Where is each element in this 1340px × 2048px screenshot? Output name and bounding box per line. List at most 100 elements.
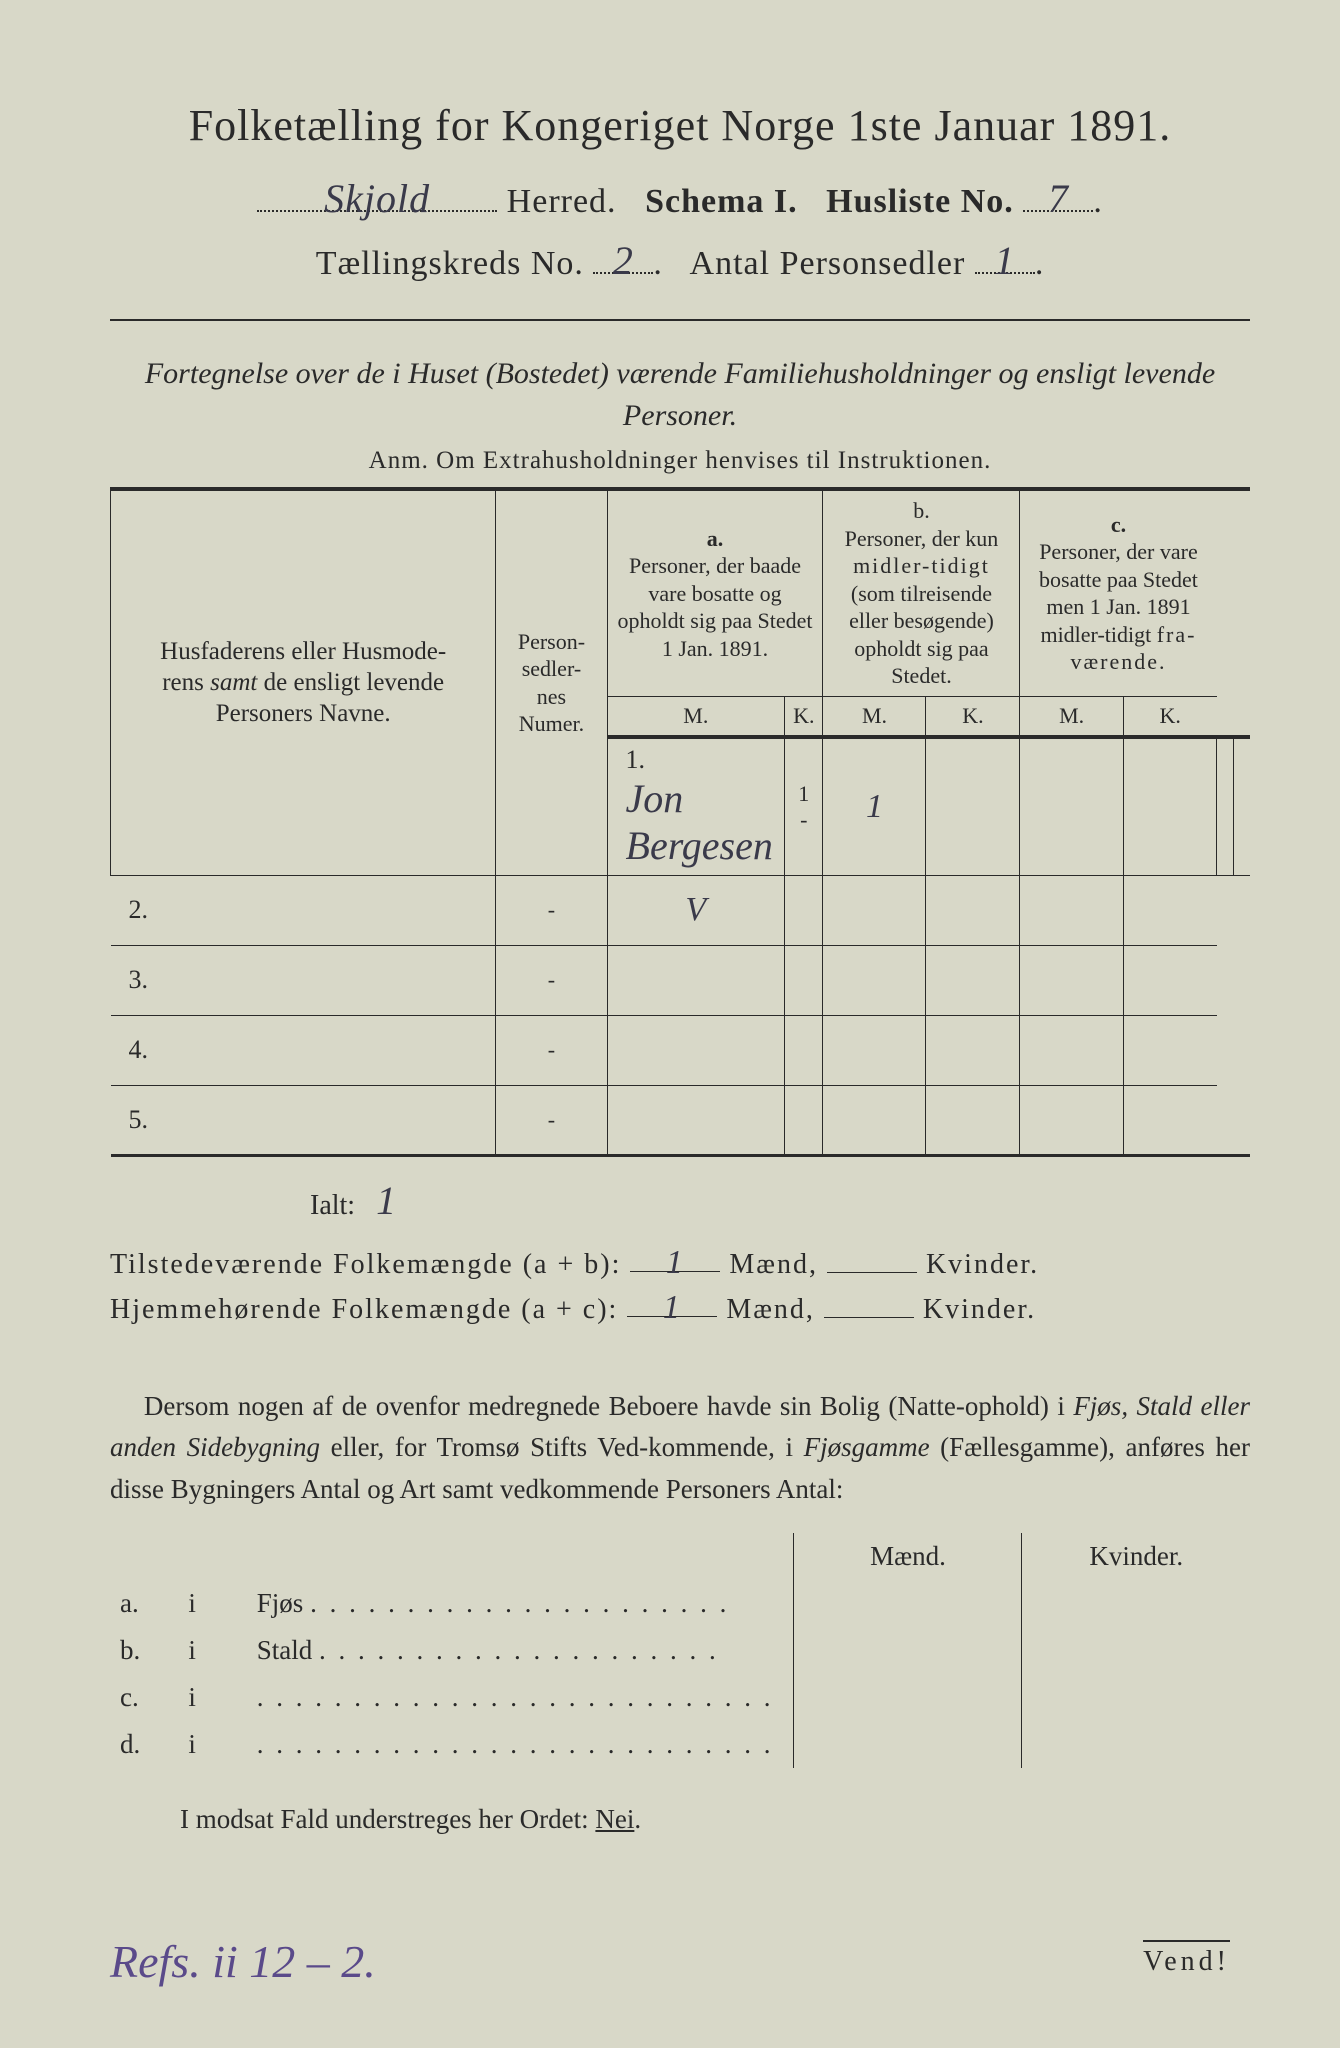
header-line-2: Skjold Herred. Schema I. Husliste No. 7. [110,175,1250,221]
row-2-ak [785,875,823,945]
row-5-ck [1123,1085,1216,1155]
col-a-bold: a. [707,526,724,551]
row-1-bm [1020,737,1123,876]
sum-line-2: Hjemmehørende Folkemængde (a + c): 1 Mæn… [110,1289,1250,1326]
col-c-bold: c. [1111,512,1126,537]
row-2-am: V [607,875,785,945]
maend-label-2: Mænd, [726,1294,815,1325]
row-1-name: 1. Jon Bergesen [607,737,785,876]
side-a-m [794,1580,1022,1627]
header-line-3: Tællingskreds No. 2. Antal Personsedler … [110,237,1250,283]
row-5-bm [823,1085,926,1155]
row-3-am [607,945,785,1015]
mk-c-k: K. [1123,696,1216,737]
col-names-header: Husfaderens eller Husmode-rens samt de e… [111,489,496,875]
row-1-am: 1 [823,737,926,876]
husliste-field: 7 [1023,175,1093,212]
divider [110,319,1250,321]
col-num-header: Person-sedler-nesNumer. [496,489,607,875]
side-table: Mænd. Kvinder. a. i Fjøs . . . . . . . .… [110,1533,1250,1768]
schema-label: Schema I. [645,183,798,220]
row-2-psn: - [496,875,607,945]
row-4-ck [1123,1015,1216,1085]
side-a-i: i [178,1580,246,1627]
side-row-b: b. i Stald . . . . . . . . . . . . . . .… [110,1627,1250,1674]
row-3-name: 3. [111,945,496,1015]
row-num: 2. [129,895,149,924]
dots-icon: . . . . . . . . . . . . . . . . . . . . … [257,1682,774,1712]
col-c-label: c. Personer, der vare bosatte paa Stedet… [1020,489,1217,696]
row-4-cm [1020,1015,1123,1085]
side-a-l: a. [110,1580,178,1627]
dots-icon: . . . . . . . . . . . . . . . . . . . . … [319,1635,719,1665]
row-2-ck [1123,875,1216,945]
table-row: 3. - [111,945,1251,1015]
herred-handwritten: Skjold [324,175,430,222]
row-5-am [607,1085,785,1155]
cell-hw: 1 [866,788,883,825]
row-num: 4. [129,1035,149,1064]
ialt-label: Ialt: [310,1190,355,1221]
row-4-psn: - [496,1015,607,1085]
antal-field: 1 [975,237,1035,274]
row-5-ak [785,1085,823,1155]
sum2-k-field [824,1290,914,1318]
mk-b-k: K. [926,696,1020,737]
col-a-label: a. Personer, der baade vare bosatte og o… [607,489,823,696]
col-b-bold: b. [913,498,930,523]
row-4-am [607,1015,785,1085]
row-name-hw: Jon Bergesen [626,775,777,869]
dots-icon: . . . . . . . . . . . . . . . . . . . . … [257,1729,774,1759]
side-c-label: . . . . . . . . . . . . . . . . . . . . … [247,1674,794,1721]
sum1-label: Tilstedeværende Folkemængde (a + b): [110,1249,621,1280]
husliste-handwritten: 7 [1048,175,1069,222]
husliste-label: Husliste No. [826,183,1014,220]
kvinder-label-2: Kvinder. [923,1294,1036,1325]
side-c-l: c. [110,1674,178,1721]
kvinder-label: Kvinder. [926,1249,1039,1280]
side-d-label: . . . . . . . . . . . . . . . . . . . . … [247,1721,794,1768]
side-header: Mænd. Kvinder. [110,1533,1250,1580]
document-page: Folketælling for Kongeriget Norge 1ste J… [0,0,1340,2048]
dersom-paragraph: Dersom nogen af de ovenfor medregnede Be… [110,1386,1250,1512]
row-4-bk [926,1015,1020,1085]
row-5-psn: - [496,1085,607,1155]
side-row-d: d. i . . . . . . . . . . . . . . . . . .… [110,1721,1250,1768]
side-b-label: Stald . . . . . . . . . . . . . . . . . … [247,1627,794,1674]
side-maend: Mænd. [794,1533,1022,1580]
dots-icon: . . . . . . . . . . . . . . . . . . . . … [310,1588,729,1618]
row-5-bk [926,1085,1020,1155]
row-1-psn: 1 - [785,737,823,876]
row-3-ck [1123,945,1216,1015]
row-5-cm [1020,1085,1123,1155]
row-1-cm [1217,737,1234,876]
side-b-m [794,1627,1022,1674]
antal-label: Antal Personsedler [690,245,966,282]
side-d-l: d. [110,1721,178,1768]
side-kvinder: Kvinder. [1022,1533,1250,1580]
row-3-bm [823,945,926,1015]
herred-field: Skjold [257,175,497,212]
cell-hw: V [685,891,706,928]
ialt-hw: 1 [376,1177,396,1224]
vend-label: Vend! [1143,1940,1230,1978]
side-a-k [1022,1580,1250,1627]
row-4-name: 4. [111,1015,496,1085]
sum2-m-field: 1 [627,1289,717,1317]
row-3-ak [785,945,823,1015]
row-2-cm [1020,875,1123,945]
footnote-handwritten: Refs. ii 12 – 2. [110,1935,376,1988]
side-row-c: c. i . . . . . . . . . . . . . . . . . .… [110,1674,1250,1721]
sum-line-1: Tilstedeværende Folkemængde (a + b): 1 M… [110,1244,1250,1281]
mk-a-m: M. [607,696,785,737]
kreds-handwritten: 2 [613,237,634,284]
row-3-psn: - [496,945,607,1015]
row-num: 3. [129,965,149,994]
sum1-m-field: 1 [630,1244,720,1272]
antal-handwritten: 1 [994,237,1015,284]
maend-label: Mænd, [729,1249,818,1280]
table-row: 2. - V [111,875,1251,945]
side-c-m [794,1674,1022,1721]
sum1-m-hw: 1 [666,1244,685,1281]
row-5-name: 5. [111,1085,496,1155]
